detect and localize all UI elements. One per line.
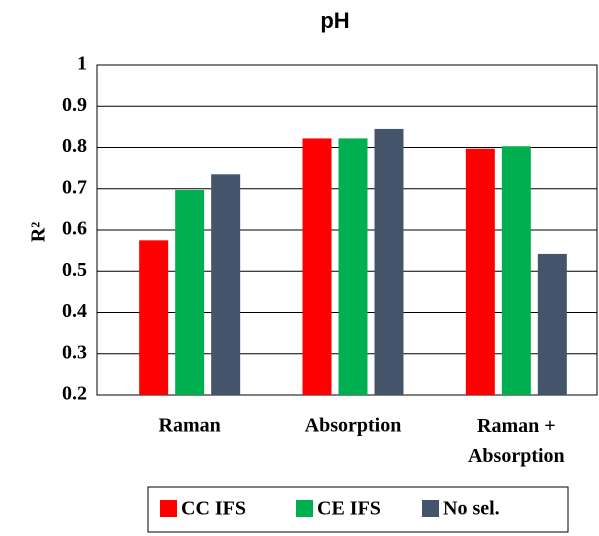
- bar: [501, 146, 531, 395]
- y-tick-label: 0.3: [62, 341, 87, 363]
- bar: [139, 240, 169, 395]
- y-tick-label: 0.9: [62, 94, 87, 116]
- x-tick-label: Raman + Absorption: [468, 415, 565, 467]
- x-tick-label: Raman: [159, 415, 221, 437]
- legend-label: CE IFS: [317, 498, 381, 520]
- bar: [537, 253, 567, 395]
- x-tick-label: Absorption: [305, 415, 402, 437]
- y-tick-label: 0.6: [62, 218, 87, 240]
- legend-label: No sel.: [443, 498, 500, 520]
- legend-box: [147, 486, 569, 533]
- y-tick-label: 0.5: [62, 259, 87, 281]
- bar: [175, 189, 205, 395]
- bar: [302, 138, 332, 396]
- y-tick-label: 0.7: [62, 176, 87, 198]
- bar: [211, 174, 241, 395]
- legend-swatch: [160, 500, 177, 517]
- legend-swatch: [296, 500, 313, 517]
- y-tick-label: 1: [77, 53, 87, 75]
- y-tick-label: 0.4: [62, 300, 87, 322]
- y-axis-label: R²: [28, 222, 50, 242]
- legend-swatch: [422, 500, 439, 517]
- legend-label: CC IFS: [181, 498, 246, 520]
- bar: [374, 128, 404, 395]
- chart-title: pH: [320, 8, 349, 33]
- bar: [338, 138, 368, 396]
- y-tick-label: 0.2: [62, 383, 87, 405]
- y-tick-label: 0.8: [62, 135, 87, 157]
- bar: [465, 148, 495, 395]
